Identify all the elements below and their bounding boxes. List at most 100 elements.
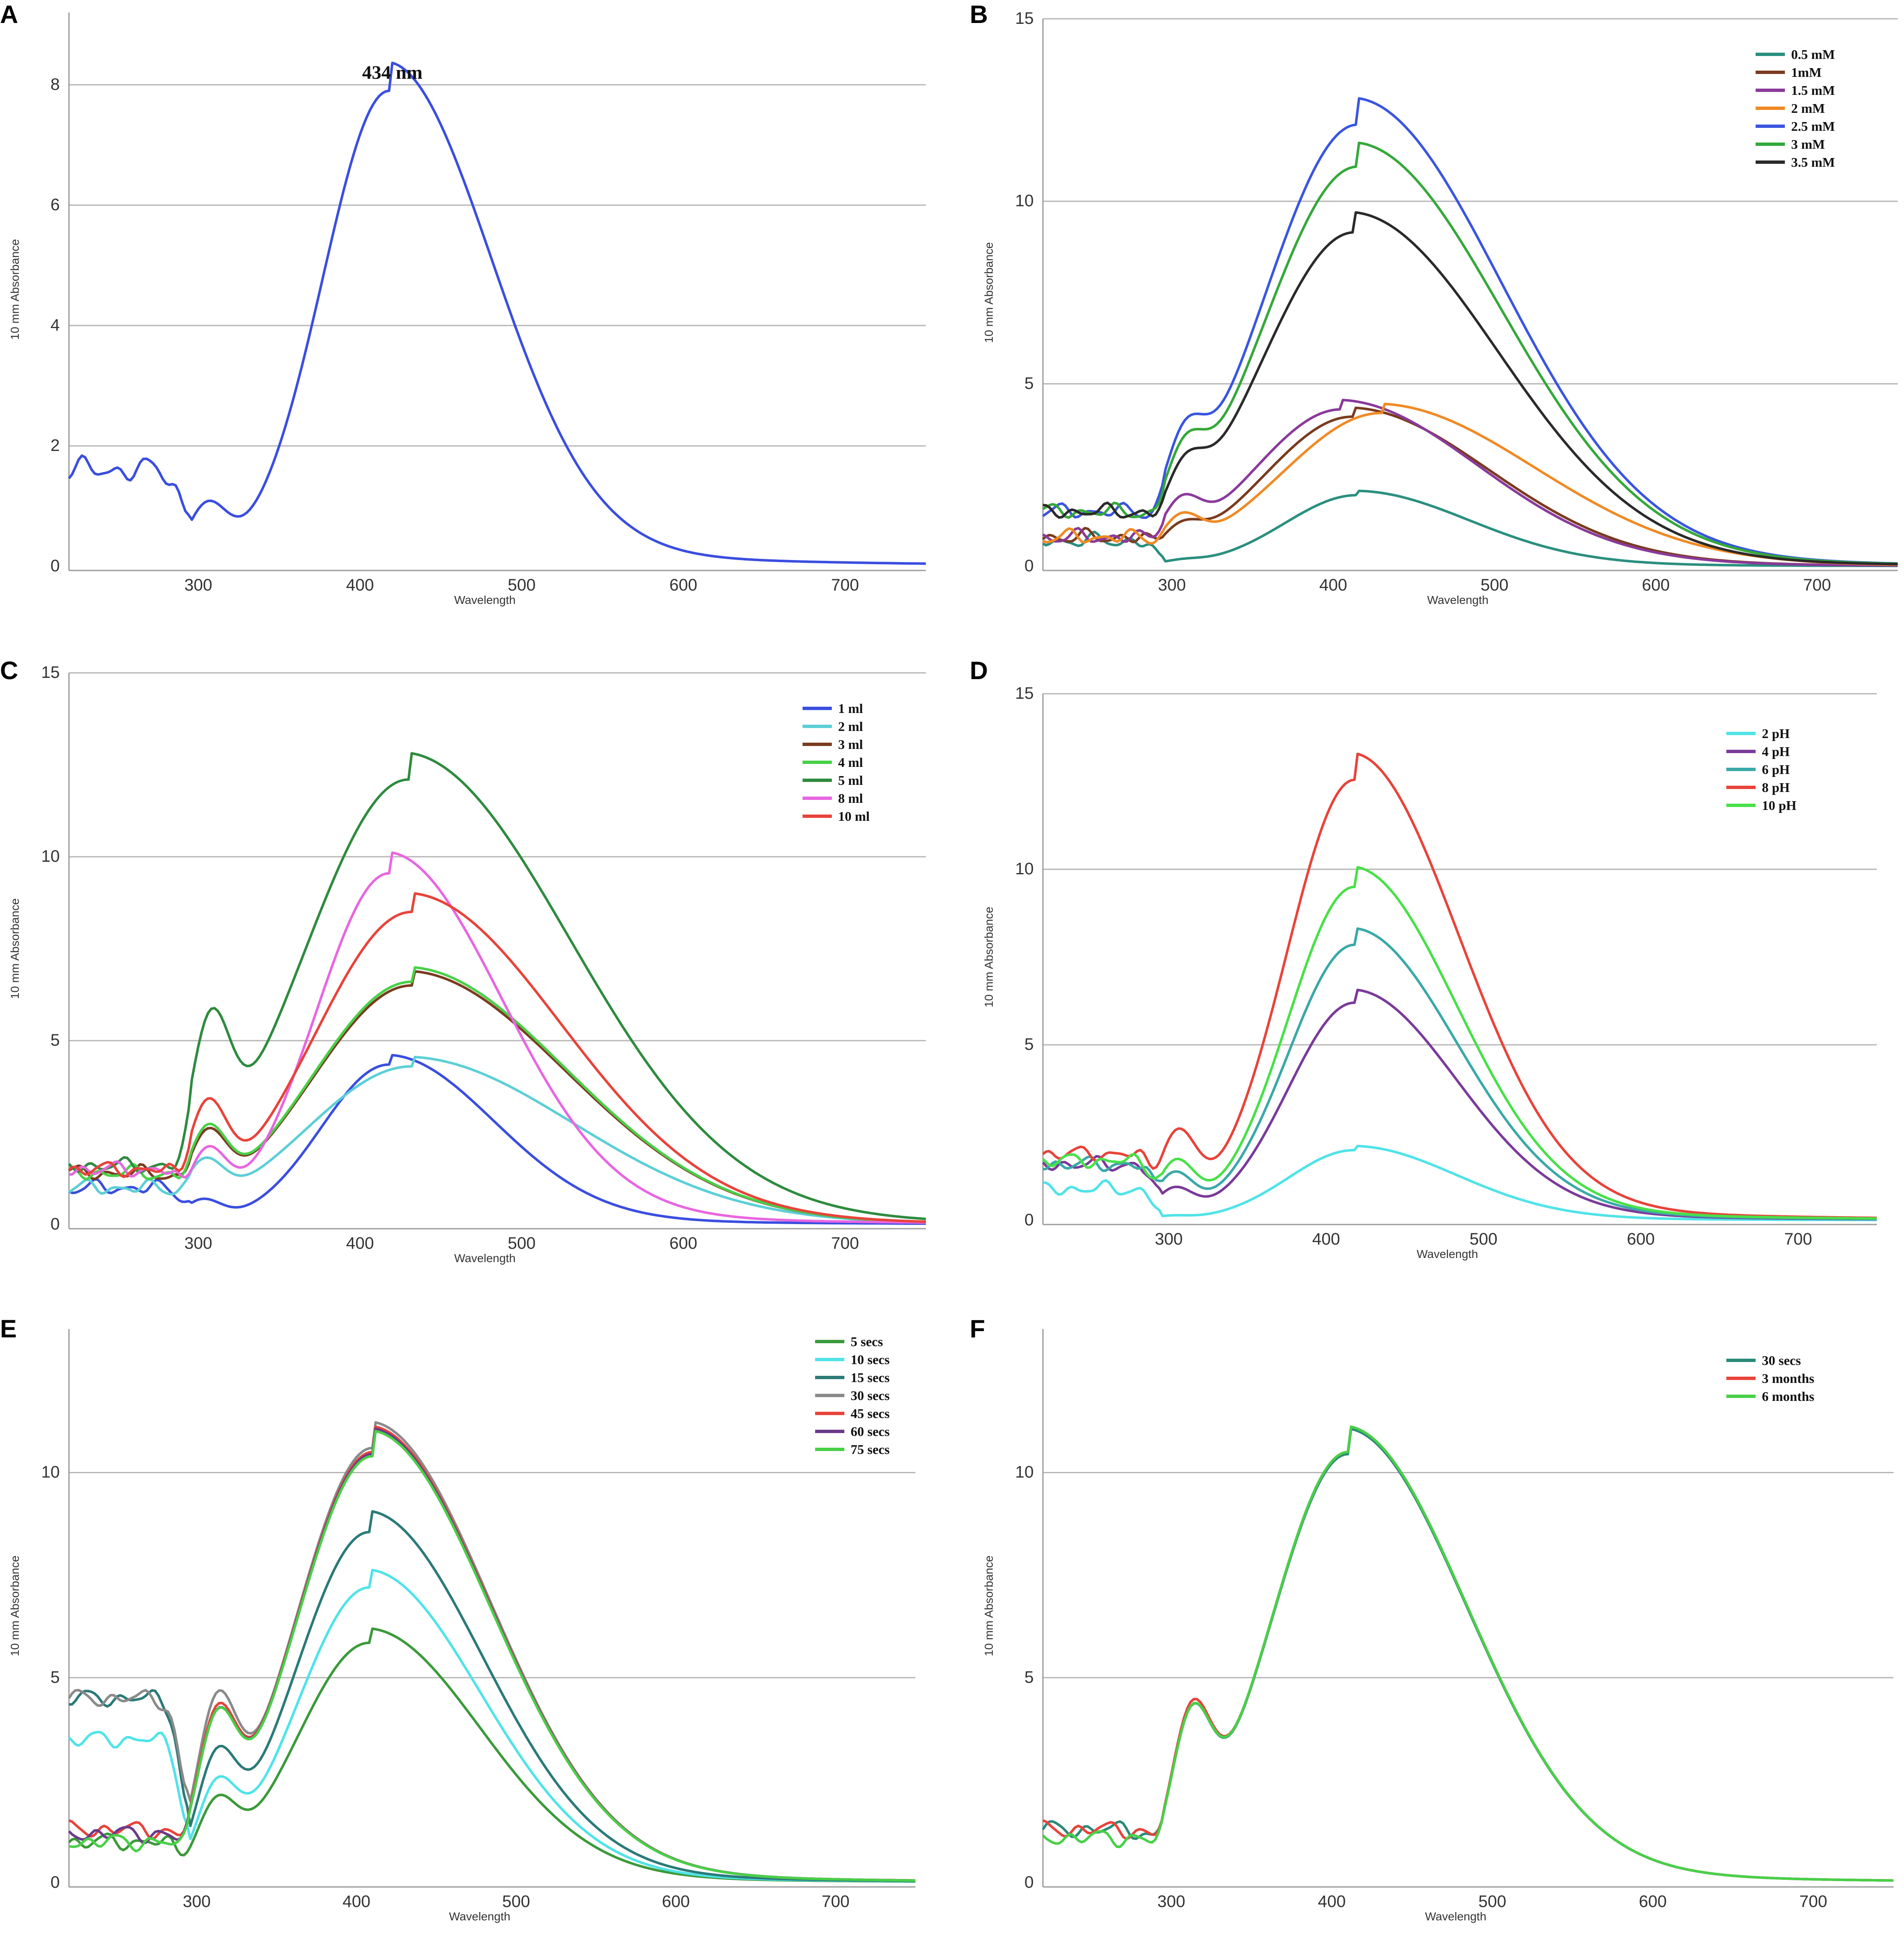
y-tick-label: 15: [1015, 9, 1034, 28]
y-tick-label: 0: [51, 557, 60, 575]
series-line-4-ml: [69, 966, 926, 1223]
x-tick-label: 300: [1157, 1892, 1185, 1911]
panel-f: F 0 5 10 300 400 500 600 700 Wavelength 10 mm Abso…: [970, 1315, 1894, 1923]
series-line-60-secs: [68, 1428, 915, 1882]
legend-label: 5 ml: [838, 773, 863, 788]
legend: 1 ml 2 ml 3 ml 4 ml 5 ml 8 ml 10 ml: [803, 701, 870, 824]
series-line-0.5-mm: [1042, 489, 1898, 568]
x-tick-label: 400: [346, 1234, 374, 1253]
legend-label: 8 ml: [838, 791, 863, 806]
legend-label: 1.5 mM: [1791, 83, 1835, 98]
x-tick-label: 400: [346, 576, 374, 594]
x-tick-label: 400: [1312, 1230, 1340, 1248]
legend-label: 10 ml: [838, 809, 870, 824]
legend-label: 2 pH: [1762, 726, 1790, 741]
legend-label: 4 pH: [1762, 744, 1790, 759]
y-tick-label: 4: [51, 316, 60, 334]
panel-d: D 0 5 10 15 300 400 500 600 700 Wavelength 10 mm Ab…: [970, 657, 1877, 1260]
series-line-1mm: [1042, 406, 1898, 567]
legend-label: 4 ml: [838, 755, 863, 770]
x-tick-label: 300: [1155, 1230, 1183, 1248]
series-line-1-ml: [68, 1054, 926, 1225]
series-line-10-ml: [68, 892, 926, 1223]
panel-letter: B: [970, 0, 988, 28]
legend-label: 3 ml: [838, 737, 863, 752]
x-tick-label: 400: [1319, 576, 1347, 594]
y-tick-label: 5: [51, 1668, 60, 1686]
series-line-2-ml: [68, 1056, 926, 1224]
x-axis-label: Wavelength: [449, 1910, 510, 1923]
x-tick-label: 500: [1470, 1230, 1498, 1248]
x-axis-label: Wavelength: [1427, 593, 1489, 606]
panel-c: C 0 5 10 15 300 400 500 600 700 Wavelength 10 mm Ab…: [0, 657, 926, 1265]
legend-label: 10 secs: [851, 1352, 890, 1367]
legend-label: 45 secs: [851, 1406, 890, 1421]
series-line-2-mm: [1042, 402, 1898, 566]
series-line-75-secs: [69, 1430, 916, 1882]
legend: 5 secs 10 secs 15 secs 30 secs 45 secs 60 sec…: [815, 1334, 890, 1457]
peak-annotation: 434 nm: [362, 61, 422, 83]
x-tick-label: 500: [502, 1892, 530, 1911]
legend-label: 8 pH: [1762, 780, 1790, 795]
legend-label: 2 mM: [1791, 101, 1825, 116]
series-line-3.5-mm: [1042, 211, 1898, 565]
series-line-6-months: [1042, 1425, 1894, 1882]
x-tick-label: 500: [508, 576, 536, 594]
series-line-2.5-mm: [1042, 97, 1898, 565]
legend-label: 6 months: [1762, 1389, 1814, 1404]
y-tick-label: 10: [41, 847, 60, 866]
series-line-30-secs: [68, 1421, 916, 1882]
series-line-2-ph: [1042, 1145, 1877, 1222]
legend: 0.5 mM 1mM 1.5 mM 2 mM 2.5 mM 3 mM 3.5 mM: [1756, 47, 1835, 170]
series-line-45-secs: [68, 1425, 916, 1882]
y-axis-label: 10 mm Absorbance: [8, 239, 21, 340]
x-tick-label: 300: [183, 1892, 211, 1911]
x-tick-label: 600: [1639, 1892, 1667, 1911]
x-tick-label: 600: [1627, 1230, 1655, 1248]
y-tick-label: 0: [51, 1215, 60, 1233]
panel-letter: E: [0, 1315, 17, 1343]
panel-letter: A: [0, 0, 18, 28]
legend-label: 60 secs: [851, 1424, 890, 1439]
panel-letter: C: [0, 657, 18, 685]
series-line-10-ph: [1042, 866, 1877, 1220]
x-tick-label: 700: [1803, 576, 1831, 594]
y-tick-label: 0: [1025, 1211, 1034, 1229]
legend-label: 30 secs: [1762, 1353, 1801, 1368]
x-tick-label: 500: [1478, 1892, 1506, 1911]
x-tick-label: 500: [1481, 576, 1509, 594]
legend: 30 secs 3 months 6 months: [1726, 1353, 1814, 1404]
series-line-uv-vis: [68, 61, 926, 565]
legend: 2 pH 4 pH 6 pH 8 pH 10 pH: [1726, 726, 1797, 813]
y-tick-label: 10: [1015, 860, 1034, 878]
series-line-3-ml: [68, 970, 926, 1224]
panel-letter: D: [970, 657, 988, 685]
x-tick-label: 600: [669, 576, 697, 594]
x-tick-label: 600: [1642, 576, 1670, 594]
y-tick-label: 2: [51, 436, 60, 455]
series-line-8-ph: [1042, 752, 1877, 1220]
series-line-30-secs: [1042, 1428, 1894, 1882]
x-tick-label: 700: [831, 1234, 859, 1253]
y-tick-label: 5: [1025, 1668, 1034, 1686]
legend-label: 3 months: [1762, 1371, 1814, 1386]
legend-label: 2 ml: [838, 719, 863, 734]
x-axis-label: Wavelength: [454, 593, 516, 606]
legend-label: 75 secs: [851, 1442, 890, 1457]
legend-label: 6 pH: [1762, 762, 1790, 777]
legend-label: 0.5 mM: [1791, 47, 1835, 62]
y-tick-label: 10: [1015, 1463, 1034, 1482]
y-tick-label: 5: [51, 1031, 60, 1049]
panel-a: A 0 2 4 6 8 300 400 500 600 700 Wavelength 10 mm Abs…: [0, 0, 926, 606]
y-tick-label: 10: [1015, 192, 1034, 210]
y-axis-label: 10 mm Absorbance: [982, 906, 995, 1007]
x-tick-label: 700: [1784, 1230, 1812, 1248]
legend-label: 5 secs: [851, 1334, 883, 1349]
x-tick-label: 700: [822, 1892, 850, 1911]
series-line-5-secs: [68, 1627, 915, 1883]
y-tick-label: 8: [51, 75, 60, 94]
x-axis-label: Wavelength: [454, 1252, 516, 1265]
series-line-8-ml: [69, 851, 926, 1224]
x-tick-label: 400: [342, 1892, 370, 1911]
series-line-1.5-mm: [1042, 399, 1898, 567]
